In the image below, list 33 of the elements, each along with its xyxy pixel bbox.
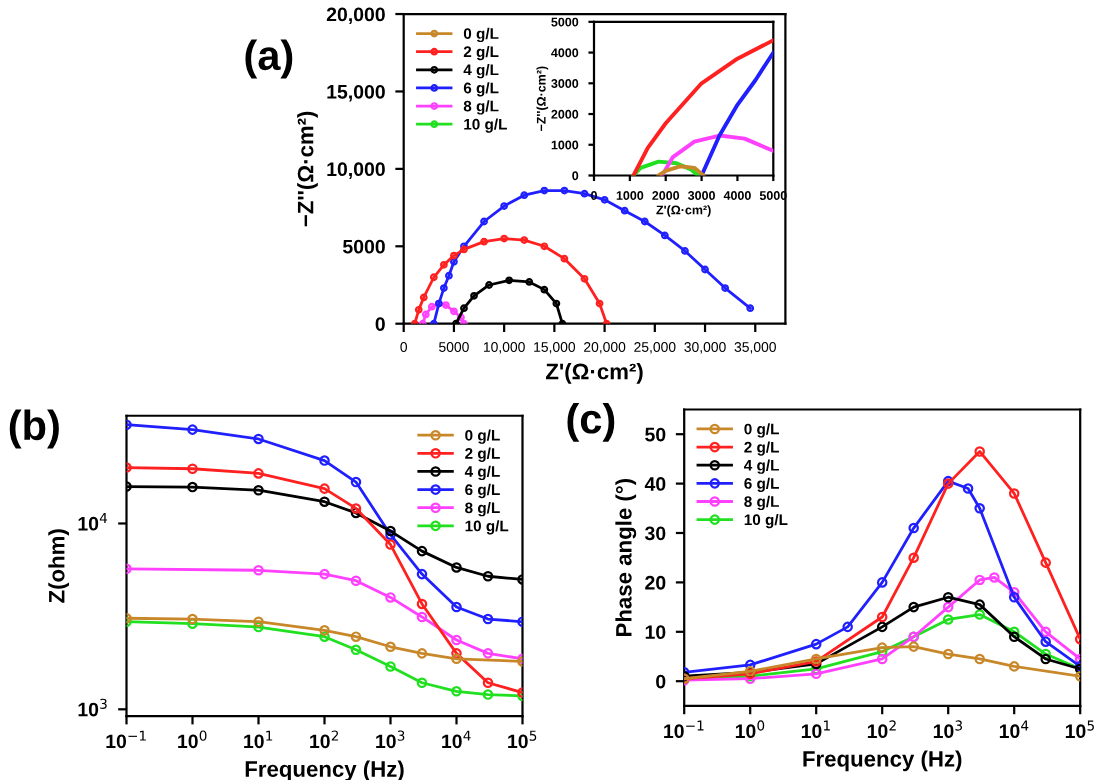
text: (b) bbox=[9, 409, 59, 449]
x-tick-label: 10$^{5}$ bbox=[508, 730, 537, 749]
y-tick-label: 20 bbox=[645, 575, 666, 590]
y-tick-label: 20,000 bbox=[326, 7, 385, 25]
x-tick-label: 10$^{0}$ bbox=[178, 730, 207, 749]
x-tick-label: 10$^{5}$ bbox=[1065, 720, 1094, 739]
y-tick-label: 0 bbox=[375, 317, 385, 331]
x-tick-label: 10$^{1}$ bbox=[801, 720, 830, 739]
x-tick-label: 10$^{−1}$ bbox=[106, 730, 146, 749]
y-axis-title: Phase angle (°) bbox=[615, 479, 637, 636]
y-tick-label: 10 bbox=[645, 625, 666, 640]
y-tick-label: 10,000 bbox=[327, 162, 385, 179]
y-tick-label: 50 bbox=[645, 427, 666, 442]
x-tick-label: 10$^{3}$ bbox=[933, 720, 963, 739]
x-axis-title: Frequency (Hz) bbox=[803, 750, 962, 772]
y-axis-title: Z(ohm) bbox=[48, 529, 69, 603]
y-tick-label: 40 bbox=[644, 477, 666, 491]
x-tick-label: 10$^{4}$ bbox=[999, 720, 1029, 739]
y-tick-label: 0 bbox=[656, 674, 666, 689]
x-tick-label: 10$^{2}$ bbox=[867, 720, 896, 739]
text: (a) bbox=[245, 39, 293, 79]
y-tick-label: 5000 bbox=[342, 239, 385, 254]
y-axis-title: −Z''(Ω·cm²) bbox=[297, 111, 318, 227]
x-tick-label: 10$^{2}$ bbox=[310, 730, 339, 749]
x-tick-label: 10$^{3}$ bbox=[376, 730, 405, 749]
x-tick-label: 10$^{1}$ bbox=[244, 730, 273, 749]
text: (c) bbox=[567, 403, 615, 442]
y-tick-label: 30 bbox=[644, 526, 666, 541]
y-tick-label: 15,000 bbox=[327, 84, 385, 102]
x-tick-label: 10$^{0}$ bbox=[735, 720, 765, 739]
x-tick-label: 10$^{−1}$ bbox=[664, 720, 704, 739]
x-axis-title: Z'(Ω·cm²) bbox=[546, 363, 643, 384]
x-tick-label: 10$^{4}$ bbox=[442, 730, 471, 749]
